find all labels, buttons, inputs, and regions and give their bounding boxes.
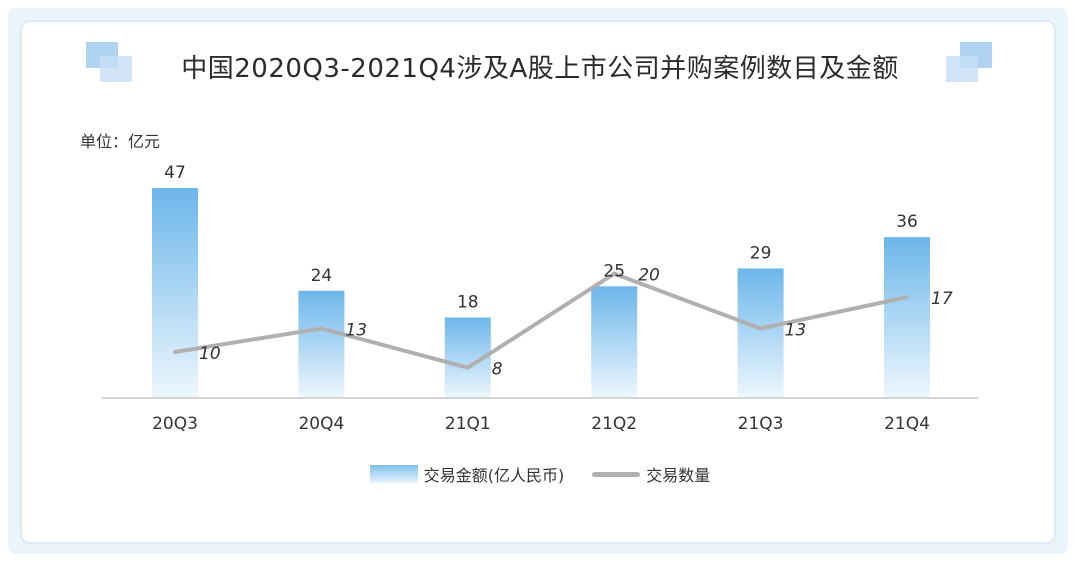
legend: 交易金额(亿人民币) 交易数量 (0, 462, 1080, 486)
bar-20Q4 (298, 290, 345, 398)
legend-label-count: 交易数量 (646, 466, 711, 485)
count-value-label: 17 (931, 289, 953, 309)
count-series-line (173, 271, 909, 370)
legend-item-count: 交易数量 (592, 462, 710, 486)
bar-21Q3 (737, 268, 784, 398)
legend-swatch-line (592, 471, 641, 477)
bar-value-label: 24 (311, 266, 333, 286)
x-tick-label: 21Q1 (445, 414, 491, 434)
x-tick-label: 21Q4 (884, 414, 930, 434)
title-decoration-left (86, 42, 132, 82)
bar-21Q4 (884, 237, 930, 398)
bar-value-label: 25 (603, 261, 625, 281)
legend-label-amount: 交易金额(亿人民币) (423, 466, 565, 485)
bar-value-label: 36 (896, 212, 918, 232)
bar-20Q3 (152, 188, 198, 398)
count-value-label: 8 (492, 360, 503, 380)
chart-plot: 47 20Q3 24 20Q4 18 21Q1 25 21Q2 29 21Q3 36 21Q4 10 13… (102, 163, 978, 434)
count-value-label: 13 (785, 321, 807, 341)
x-tick-label: 20Q3 (152, 414, 198, 434)
legend-item-amount: 交易金额(亿人民币) (369, 462, 565, 486)
bar-21Q2 (591, 286, 638, 398)
x-tick-label: 21Q2 (591, 414, 637, 434)
count-value-label: 10 (199, 344, 221, 364)
count-value-label: 20 (638, 266, 660, 286)
x-tick-label: 21Q3 (738, 414, 784, 434)
bar-value-label: 29 (750, 243, 772, 263)
bar-value-label: 18 (457, 293, 479, 313)
x-tick-label: 20Q4 (298, 414, 344, 434)
chart-title: 中国2020Q3-2021Q4涉及A股上市公司并购案例数目及金额 (181, 54, 899, 84)
count-value-label: 13 (345, 321, 367, 341)
legend-swatch-bar (369, 465, 418, 483)
bar-value-label: 47 (164, 163, 186, 183)
title-decoration-right (946, 42, 992, 82)
unit-label: 单位：亿元 (80, 132, 161, 151)
